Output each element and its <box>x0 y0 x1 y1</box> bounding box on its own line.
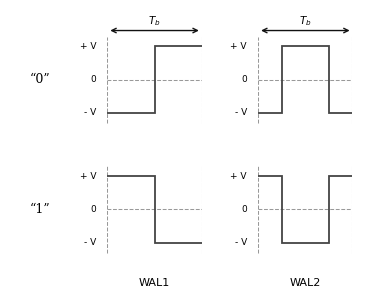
Text: - V: - V <box>84 108 96 117</box>
Text: + V: + V <box>80 42 96 51</box>
Text: + V: + V <box>80 172 96 181</box>
Text: 0: 0 <box>90 205 96 214</box>
Text: + V: + V <box>230 172 247 181</box>
Text: $T_b$: $T_b$ <box>148 14 161 28</box>
Text: 0: 0 <box>90 75 96 84</box>
Text: “1”: “1” <box>29 203 50 216</box>
Text: 0: 0 <box>241 75 247 84</box>
Text: + V: + V <box>230 42 247 51</box>
Text: WAL1: WAL1 <box>139 278 170 288</box>
Text: “0”: “0” <box>29 73 50 86</box>
Text: WAL2: WAL2 <box>290 278 321 288</box>
Text: - V: - V <box>84 238 96 247</box>
Text: - V: - V <box>235 108 247 117</box>
Text: $T_b$: $T_b$ <box>299 14 312 28</box>
Text: - V: - V <box>235 238 247 247</box>
Text: 0: 0 <box>241 205 247 214</box>
